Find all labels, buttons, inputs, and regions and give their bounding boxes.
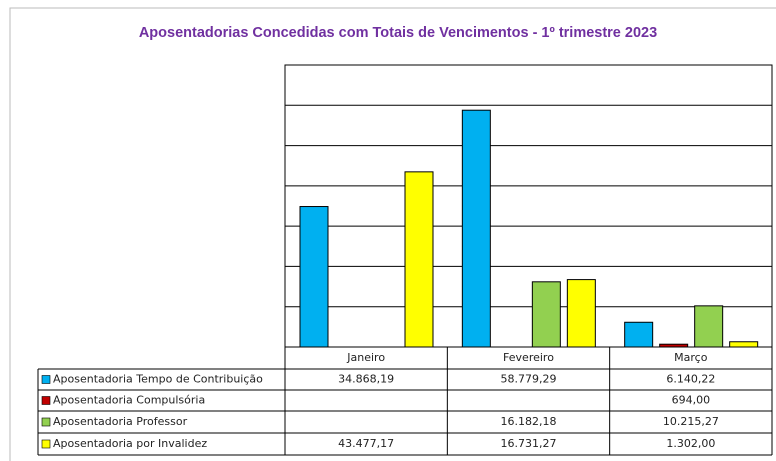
- bar: [624, 321, 654, 348]
- plot-area: [284, 64, 773, 348]
- data-table-value: 10.215,27: [663, 415, 719, 428]
- data-table-value: 1.302,00: [666, 437, 715, 450]
- legend-swatch: [41, 375, 51, 384]
- data-table-value: 694,00: [672, 394, 711, 407]
- legend-swatch: [41, 396, 51, 405]
- legend-swatch: [41, 439, 51, 449]
- x-tick-label: Janeiro: [346, 351, 385, 364]
- bar: [729, 341, 759, 348]
- data-table-value: 58.779,29: [501, 373, 557, 386]
- legend-swatch: [41, 417, 51, 427]
- data-table-value: 16.182,18: [501, 415, 557, 428]
- data-table-value: 6.140,22: [666, 373, 715, 386]
- data-table-value: 16.731,27: [501, 437, 557, 450]
- bar: [531, 281, 561, 348]
- data-table-value: 43.477,17: [338, 437, 394, 450]
- bar: [566, 279, 596, 348]
- bar: [461, 109, 491, 348]
- chart-title: Aposentadorias Concedidas com Totais de …: [139, 25, 657, 41]
- data-table-value: 34.868,19: [338, 373, 394, 386]
- x-tick-label: Fevereiro: [503, 351, 554, 364]
- x-tick-label: Março: [674, 351, 708, 364]
- legend-label: Aposentadoria Compulsória: [53, 394, 205, 407]
- bar: [404, 171, 434, 348]
- bar: [659, 343, 689, 348]
- legend-label: Aposentadoria Professor: [53, 415, 188, 428]
- bar: [694, 305, 724, 348]
- legend-label: Aposentadoria Tempo de Contribuição: [53, 373, 263, 386]
- bar: [299, 206, 329, 348]
- legend-label: Aposentadoria por Invalidez: [53, 437, 207, 450]
